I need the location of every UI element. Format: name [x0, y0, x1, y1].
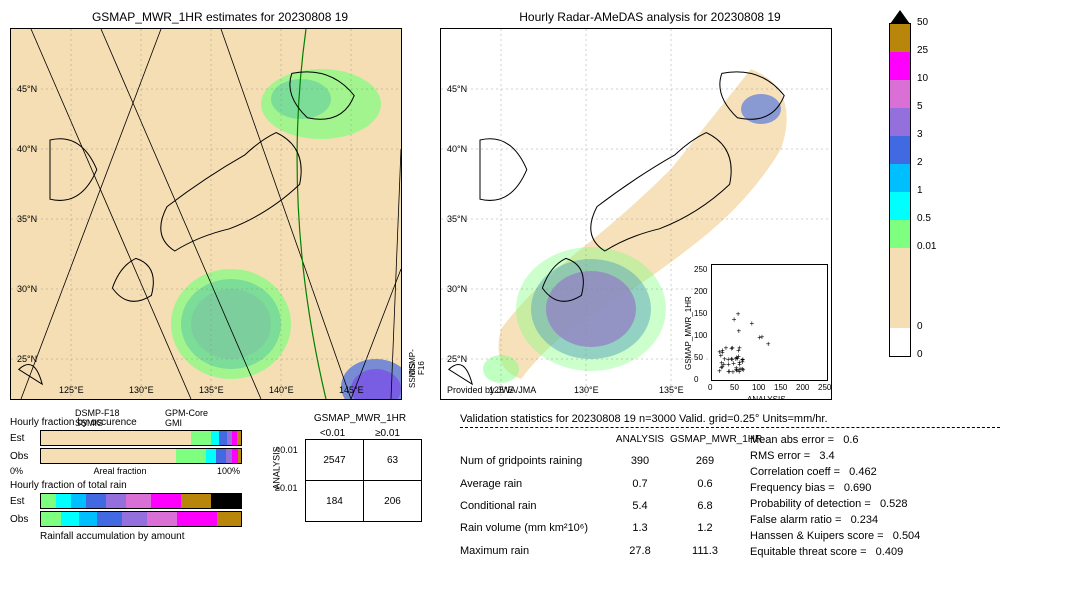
attribution: Provided by JWA/JMA	[447, 385, 536, 395]
metric-row: Hanssen & Kuipers score = 0.504	[750, 530, 990, 542]
metric-row: Equitable threat score = 0.409	[750, 546, 990, 558]
occurrence-title: Hourly fraction by occurence	[10, 417, 260, 428]
left-map-panel: GSMAP_MWR_1HR estimates for 20230808 19 …	[10, 10, 430, 403]
contingency-table: GSMAP_MWR_1HR <0.01 ≥0.01 ANALYSIS <0.01…	[275, 413, 445, 562]
ct-cell-10: 184	[306, 481, 364, 522]
ct-cell-01: 63	[364, 440, 422, 481]
right-map-panel: Hourly Radar-AMeDAS analysis for 2023080…	[440, 10, 860, 403]
scatter-inset: ++++++++++++++++++++++++++++++++++++++++…	[711, 264, 828, 381]
totalrain-title: Hourly fraction of total rain	[10, 480, 260, 491]
occ-axis-0: 0%	[10, 466, 23, 476]
right-map-title: Hourly Radar-AMeDAS analysis for 2023080…	[440, 10, 860, 24]
svg-text:+: +	[766, 339, 771, 348]
metric-row: RMS error = 3.4	[750, 450, 990, 462]
ct-col-1: ≥0.01	[360, 428, 415, 439]
svg-text:+: +	[737, 344, 742, 353]
ct-title: GSMAP_MWR_1HR	[275, 413, 445, 424]
totalrain-footer: Rainfall accumulation by amount	[40, 531, 260, 542]
metric-row: Correlation coeff = 0.462	[750, 466, 990, 478]
colorbar-max-arrow	[890, 10, 910, 24]
ct-cell-11: 206	[364, 481, 422, 522]
svg-text:+: +	[736, 309, 741, 318]
ct-col-0: <0.01	[305, 428, 360, 439]
left-map-title: GSMAP_MWR_1HR estimates for 20230808 19	[10, 10, 430, 24]
occ-axis-title: Areal fraction	[93, 466, 146, 476]
stat-row-label: Rain volume (mm km²10⁶)	[460, 522, 610, 539]
svg-text:+: +	[730, 343, 735, 352]
ct-row-0: <0.01	[275, 431, 298, 469]
stat-row-label: Num of gridpoints raining	[460, 455, 610, 472]
svg-text:+: +	[736, 327, 741, 336]
fraction-bars: Hourly fraction by occurence EstObs 0% A…	[10, 413, 260, 562]
metric-row: Mean abs error = 0.6	[750, 434, 990, 446]
svg-text:+: +	[719, 363, 724, 372]
ct-cell-00: 2547	[306, 440, 364, 481]
occ-axis-1: 100%	[217, 466, 240, 476]
stat-row-label: Maximum rain	[460, 545, 610, 562]
metric-row: Probability of detection = 0.528	[750, 498, 990, 510]
stat-row-label: Average rain	[460, 478, 610, 495]
metric-row: Frequency bias = 0.690	[750, 482, 990, 494]
left-map: 45°N40°N35°N30°N25°N125°E130°E135°E140°E…	[10, 28, 402, 400]
stat-row-label: Conditional rain	[460, 500, 610, 517]
right-map: 45°N40°N35°N30°N25°N125°E130°E135°EProvi…	[440, 28, 832, 400]
stats-section: Validation statistics for 20230808 19 n=…	[460, 413, 1000, 562]
metric-row: False alarm ratio = 0.234	[750, 514, 990, 526]
svg-text:+: +	[750, 319, 755, 328]
svg-text:+: +	[720, 346, 725, 355]
svg-text:+: +	[757, 333, 762, 342]
ct-row-1: ≥0.01	[275, 469, 298, 507]
colorbar: 50251053210.50.0100	[870, 10, 930, 403]
svg-text:+: +	[734, 364, 739, 373]
stats-title: Validation statistics for 20230808 19 n=…	[460, 413, 1000, 425]
